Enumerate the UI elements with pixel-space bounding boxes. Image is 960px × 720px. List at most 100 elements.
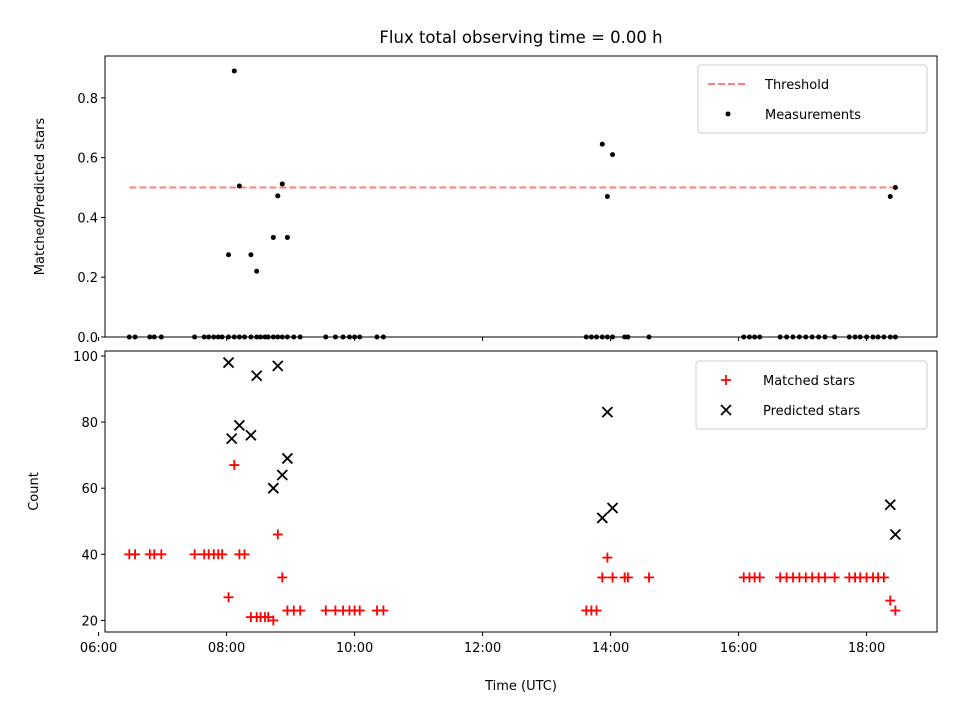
ratio-y-ticks: 0.0 0.2 0.4 0.6 0.8 — [77, 92, 105, 346]
matched-star-point — [602, 552, 613, 563]
predicted-star-point — [884, 499, 896, 511]
measurement-point — [226, 334, 232, 340]
measurement-point — [777, 334, 783, 340]
legend-measurements-swatch — [725, 111, 731, 117]
measurement-point — [126, 334, 132, 340]
count-y-ticks: 20 40 60 80 100 — [73, 350, 105, 629]
matched-star-point — [829, 572, 840, 583]
matched-star-point — [885, 595, 896, 606]
measurement-point — [242, 334, 248, 340]
measurement-point — [231, 334, 237, 340]
x-tick-label: 12:00 — [464, 641, 501, 656]
measurement-point — [284, 234, 290, 240]
measurement-point — [757, 334, 763, 340]
matched-star-point — [754, 572, 765, 583]
y-tick-label: 0.4 — [77, 211, 98, 226]
predicted-star-point — [222, 356, 235, 369]
ratio-legend-frame — [697, 64, 928, 134]
ratio-legend: Threshold Measurements — [697, 64, 928, 134]
measurement-point — [248, 252, 254, 258]
y-tick-label: 100 — [73, 350, 98, 365]
measurement-point — [219, 334, 225, 340]
y-tick-label: 40 — [81, 548, 98, 563]
matched-star-point — [644, 572, 654, 583]
matched-star-point — [239, 549, 250, 560]
matched-star-point — [591, 605, 602, 616]
matched-star-point — [223, 592, 234, 603]
predicted-star-point — [601, 406, 614, 418]
measurement-point — [254, 268, 260, 274]
count-y-axis-label: Count — [27, 472, 42, 511]
measurement-point — [158, 334, 164, 340]
matched-star-point — [354, 605, 365, 616]
y-tick-label: 20 — [81, 614, 98, 629]
measurement-point — [297, 334, 303, 340]
x-tick-label: 08:00 — [208, 641, 245, 656]
measurement-point — [857, 334, 863, 340]
legend-predicted-swatch — [720, 404, 732, 416]
matched-star-point — [597, 572, 608, 583]
measurement-point — [892, 334, 898, 340]
measurement-point — [610, 152, 616, 158]
measurement-point — [206, 334, 212, 340]
legend-predicted-label: Predicted stars — [763, 404, 860, 419]
count-x-ticks: 06:00 08:00 10:00 12:00 14:00 16:00 18:00 — [80, 632, 885, 656]
measurement-point — [852, 334, 858, 340]
measurement-point — [646, 334, 652, 340]
measurement-point — [346, 334, 352, 340]
matched-star-point — [378, 605, 389, 616]
measurement-point — [803, 334, 809, 340]
predicted-star-point — [272, 360, 284, 372]
measurement-point — [816, 334, 822, 340]
measurement-point — [784, 334, 790, 340]
measurement-point — [887, 194, 893, 199]
measurement-point — [604, 334, 610, 340]
measurement-point — [231, 68, 237, 74]
measurement-point — [892, 185, 898, 191]
measurement-point — [226, 252, 232, 258]
measurement-point — [583, 334, 589, 340]
predicted-star-point — [606, 502, 619, 514]
measurement-point — [594, 334, 600, 340]
measurement-point — [270, 234, 276, 240]
matched-star-point — [156, 549, 167, 560]
predicted-star-point — [596, 512, 608, 524]
measurement-point — [881, 334, 887, 340]
predicted-star-point — [889, 528, 902, 541]
measurement-point — [254, 334, 260, 340]
measurement-point — [340, 334, 346, 340]
measurement-point — [192, 334, 198, 340]
measurement-point — [284, 334, 290, 340]
measurement-point — [323, 334, 329, 340]
legend-matched-swatch — [721, 375, 731, 385]
legend-threshold-label: Threshold — [764, 78, 829, 93]
measurement-point — [201, 334, 207, 340]
measurement-point — [279, 334, 285, 340]
measurement-point — [864, 334, 870, 340]
measurement-point — [790, 334, 796, 340]
matched-star-point — [268, 615, 279, 626]
measurement-point — [610, 334, 616, 340]
matched-star-point — [272, 529, 283, 540]
x-tick-label: 10:00 — [336, 641, 373, 656]
matched-star-point — [890, 605, 901, 616]
matched-star-point — [277, 572, 288, 583]
measurement-point — [236, 334, 242, 340]
measurement-point — [279, 181, 285, 187]
measurement-point — [352, 334, 358, 340]
predicted-star-point — [226, 432, 238, 445]
y-tick-label: 0.0 — [77, 331, 98, 346]
x-tick-label: 18:00 — [848, 641, 885, 656]
y-tick-label: 60 — [81, 482, 98, 497]
measurement-point — [832, 334, 838, 340]
measurement-point — [236, 183, 242, 189]
measurement-point — [275, 334, 281, 340]
measurement-point — [380, 334, 386, 340]
ratio-panel: Matched/Predicted stars 0.00.20.40.60.8 … — [33, 55, 938, 346]
legend-measurements-label: Measurements — [765, 108, 861, 123]
x-tick-label: 06:00 — [80, 641, 117, 656]
measurement-point — [809, 334, 815, 340]
predicted-star-point — [251, 370, 263, 382]
count-x-axis-label: Time (UTC) — [484, 679, 557, 694]
